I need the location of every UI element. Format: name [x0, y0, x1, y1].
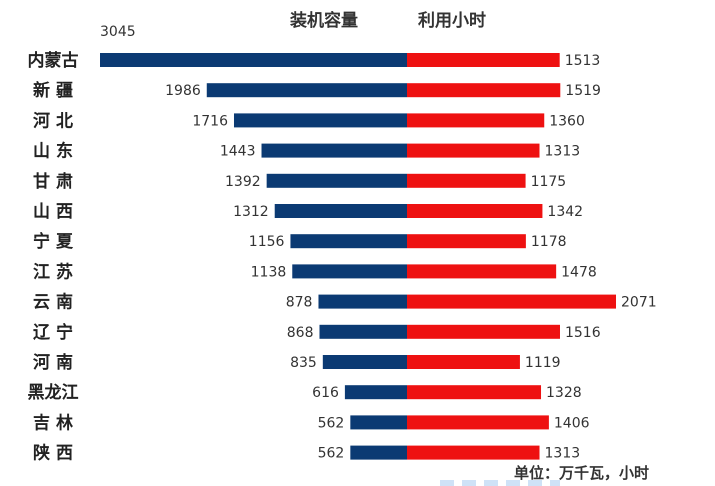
hours-value-label: 1328: [546, 385, 582, 401]
capacity-value-label: 835: [290, 355, 317, 371]
hours-bar: [407, 264, 557, 279]
capacity-value-label: 878: [286, 295, 313, 311]
capacity-bar: [274, 204, 407, 218]
hours-value-label: 1178: [531, 234, 567, 250]
capacity-value-label: 1138: [251, 264, 287, 280]
hours-bar: [407, 324, 560, 339]
hours-bar: [407, 355, 520, 369]
capacity-bar: [266, 173, 407, 188]
header-capacity: 装机容量: [290, 11, 358, 31]
category-label: 内蒙古: [28, 50, 79, 71]
capacity-bar: [322, 355, 407, 369]
hours-value-label: 1478: [561, 264, 597, 280]
hours-bar: [407, 415, 549, 430]
hours-bar: [407, 83, 561, 98]
category-label: 河 北: [33, 111, 73, 131]
category-label: 陕 西: [33, 443, 73, 464]
capacity-bar: [344, 385, 407, 400]
hours-value-label: 1406: [554, 415, 590, 431]
capacity-value-label: 562: [318, 446, 345, 462]
capacity-value-label: 1156: [249, 234, 285, 250]
hours-value-label: 1119: [525, 355, 561, 371]
category-label: 吉 林: [33, 412, 73, 433]
category-label: 河 南: [33, 352, 73, 373]
category-label: 江 苏: [33, 261, 73, 282]
hours-value-label: 1175: [531, 174, 567, 190]
category-label: 辽 宁: [33, 322, 73, 343]
capacity-value-label: 868: [287, 325, 314, 341]
watermark-strip: [440, 480, 560, 486]
capacity-bar: [100, 53, 407, 67]
hours-bar: [407, 234, 526, 249]
hours-bar: [407, 143, 540, 158]
hours-bar: [407, 113, 545, 128]
capacity-value-label: 3045: [100, 24, 136, 40]
capacity-value-label: 1312: [233, 204, 269, 220]
hours-bar: [407, 173, 526, 188]
hours-bar: [407, 204, 543, 218]
capacity-value-label: 1443: [220, 144, 256, 160]
hours-value-label: 1313: [545, 446, 581, 462]
capacity-bar: [290, 234, 407, 249]
category-label: 山 东: [33, 141, 73, 162]
hours-bar: [407, 294, 616, 309]
capacity-bar: [318, 294, 407, 309]
category-label: 新 疆: [33, 80, 73, 101]
capacity-value-label: 1716: [192, 113, 228, 129]
category-label: 云 南: [33, 292, 73, 313]
unit-note: 单位：万千瓦，小时: [514, 464, 650, 482]
capacity-bar: [350, 415, 407, 430]
capacity-bar: [233, 113, 407, 128]
capacity-bar: [292, 264, 407, 279]
capacity-bar: [206, 83, 407, 98]
capacity-value-label: 1392: [225, 174, 261, 190]
hours-value-label: 2071: [621, 295, 657, 311]
header-hours: 利用小时: [418, 11, 486, 31]
category-label: 黑龙江: [28, 382, 79, 403]
capacity-bar: [261, 143, 407, 158]
capacity-value-label: 616: [312, 385, 339, 401]
hours-value-label: 1519: [565, 83, 601, 99]
capacity-value-label: 1986: [165, 83, 201, 99]
hours-value-label: 1516: [565, 325, 601, 341]
hours-value-label: 1313: [545, 144, 581, 160]
category-label: 山 西: [33, 202, 73, 222]
hours-bar: [407, 53, 560, 67]
category-label: 甘 肃: [33, 171, 73, 192]
category-label: 宁 夏: [33, 231, 74, 252]
capacity-bar: [319, 324, 407, 339]
hours-value-label: 1342: [547, 204, 583, 220]
hours-bar: [407, 385, 542, 400]
hours-value-label: 1513: [565, 53, 601, 69]
capacity-value-label: 562: [318, 415, 345, 431]
hours-bar: [407, 445, 540, 460]
capacity-bar: [350, 445, 407, 460]
hours-value-label: 1360: [549, 113, 585, 129]
